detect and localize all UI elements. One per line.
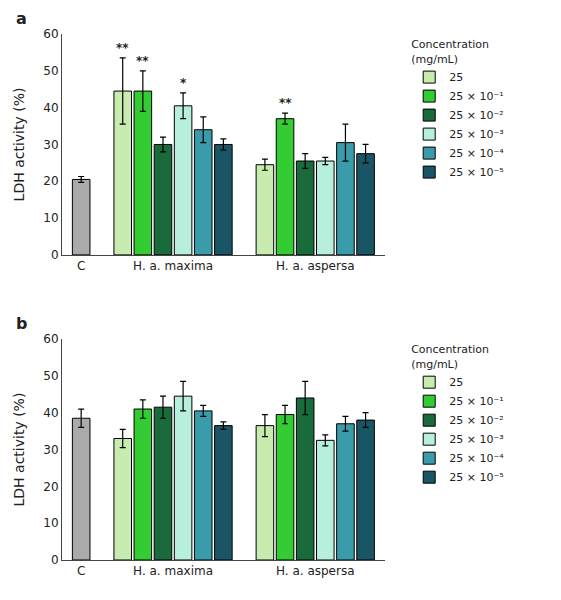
svg-text:25 × 10⁻¹: 25 × 10⁻¹ bbox=[449, 395, 503, 408]
svg-text:20: 20 bbox=[43, 174, 58, 188]
svg-text:25 × 10⁻⁴: 25 × 10⁻⁴ bbox=[449, 147, 504, 160]
svg-text:Concentration(mg/mL): Concentration(mg/mL) bbox=[411, 38, 489, 65]
svg-text:10: 10 bbox=[43, 211, 58, 225]
svg-text:LDH activity (%): LDH activity (%) bbox=[11, 393, 27, 507]
svg-text:40: 40 bbox=[43, 406, 58, 420]
svg-text:25 × 10⁻⁴: 25 × 10⁻⁴ bbox=[449, 452, 504, 465]
svg-text:25 × 10⁻³: 25 × 10⁻³ bbox=[449, 433, 503, 446]
svg-text:**: ** bbox=[279, 96, 292, 110]
svg-text:H. a. maxima: H. a. maxima bbox=[133, 259, 213, 273]
svg-text:50: 50 bbox=[43, 64, 58, 78]
svg-text:H. a. aspersa: H. a. aspersa bbox=[276, 564, 355, 578]
svg-text:60: 60 bbox=[43, 332, 58, 346]
svg-text:25 × 10⁻²: 25 × 10⁻² bbox=[449, 414, 503, 427]
svg-text:LDH activity (%): LDH activity (%) bbox=[11, 88, 27, 202]
svg-text:*: * bbox=[180, 76, 187, 90]
svg-text:10: 10 bbox=[43, 516, 58, 530]
svg-text:25: 25 bbox=[449, 71, 463, 84]
svg-text:Concentration(mg/mL): Concentration(mg/mL) bbox=[411, 343, 489, 370]
svg-text:b: b bbox=[16, 314, 27, 333]
svg-text:25 × 10⁻³: 25 × 10⁻³ bbox=[449, 128, 503, 141]
svg-text:0: 0 bbox=[51, 553, 59, 567]
svg-text:H. a. maxima: H. a. maxima bbox=[133, 564, 213, 578]
svg-text:C: C bbox=[77, 259, 85, 273]
svg-text:**: ** bbox=[116, 41, 129, 55]
svg-text:50: 50 bbox=[43, 369, 58, 383]
svg-text:20: 20 bbox=[43, 480, 58, 494]
svg-text:a: a bbox=[16, 9, 27, 28]
svg-text:25 × 10⁻⁵: 25 × 10⁻⁵ bbox=[449, 166, 503, 179]
svg-text:40: 40 bbox=[43, 101, 58, 115]
svg-text:30: 30 bbox=[43, 138, 58, 152]
svg-text:60: 60 bbox=[43, 27, 58, 41]
svg-text:30: 30 bbox=[43, 443, 58, 457]
svg-text:H. a. aspersa: H. a. aspersa bbox=[276, 259, 355, 273]
svg-text:25 × 10⁻²: 25 × 10⁻² bbox=[449, 109, 503, 122]
svg-text:25: 25 bbox=[449, 376, 463, 389]
svg-text:C: C bbox=[77, 564, 85, 578]
svg-text:**: ** bbox=[136, 54, 149, 68]
svg-text:25 × 10⁻⁵: 25 × 10⁻⁵ bbox=[449, 471, 503, 484]
svg-text:25 × 10⁻¹: 25 × 10⁻¹ bbox=[449, 90, 503, 103]
svg-text:0: 0 bbox=[51, 248, 59, 262]
